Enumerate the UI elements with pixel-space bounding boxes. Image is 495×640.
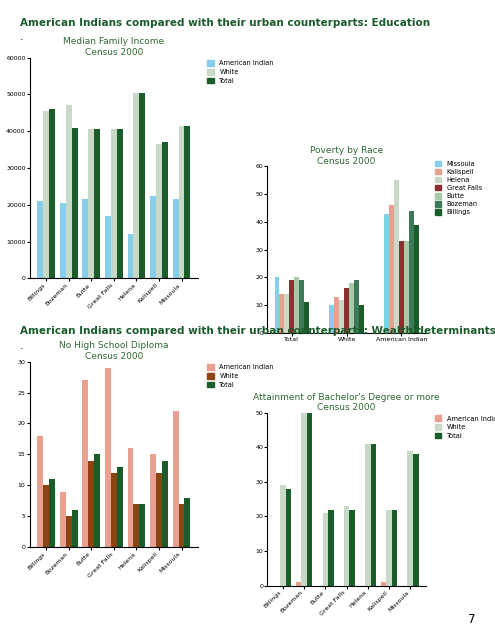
Bar [365, 444, 370, 586]
Bar [344, 289, 349, 333]
Bar [117, 129, 123, 278]
Bar [156, 144, 162, 278]
Bar [43, 111, 49, 278]
Legend: American Indian, White, Total: American Indian, White, Total [205, 58, 277, 86]
Bar [413, 454, 418, 586]
Bar [43, 485, 49, 547]
Bar [162, 461, 168, 547]
Text: 7: 7 [468, 613, 475, 626]
Bar [60, 492, 66, 547]
Bar [344, 506, 349, 586]
Bar [66, 516, 72, 547]
Bar [111, 473, 117, 547]
Bar [60, 203, 66, 278]
Bar [301, 413, 307, 586]
Bar [105, 368, 111, 547]
Bar [304, 302, 309, 333]
Bar [173, 411, 179, 547]
Bar [349, 283, 354, 333]
Bar [37, 201, 43, 278]
Bar [140, 504, 145, 547]
Bar [334, 297, 339, 333]
Legend: Missoula, Kalispell, Helena, Great Falls, Butte, Bozeman, Billings: Missoula, Kalispell, Helena, Great Falls… [432, 158, 485, 218]
Legend: American Indian, White, Total: American Indian, White, Total [205, 362, 277, 390]
Bar [394, 180, 399, 333]
Bar [111, 129, 117, 278]
Bar [88, 129, 94, 278]
Bar [150, 454, 156, 547]
Title: Poverty by Race
Census 2000: Poverty by Race Census 2000 [310, 146, 383, 166]
Bar [370, 444, 376, 586]
Bar [49, 479, 55, 547]
Title: Median Family Income
Census 2000: Median Family Income Census 2000 [63, 37, 164, 57]
Bar [94, 129, 100, 278]
Bar [134, 504, 140, 547]
Bar [329, 305, 334, 333]
Legend: American Indian, White, Total: American Indian, White, Total [432, 413, 495, 442]
Bar [66, 106, 72, 278]
Bar [117, 467, 123, 547]
Bar [359, 305, 364, 333]
Text: American Indians compared with their urban counterparts: Wealth determinants: American Indians compared with their urb… [20, 326, 495, 337]
Bar [72, 127, 78, 278]
Bar [389, 205, 394, 333]
Bar [275, 277, 280, 333]
Bar [386, 509, 392, 586]
Bar [185, 125, 191, 278]
Bar [105, 216, 111, 278]
Text: American Indians compared with their urban counterparts: Education: American Indians compared with their urb… [20, 18, 430, 28]
Bar [284, 294, 289, 333]
Bar [72, 510, 78, 547]
Bar [162, 142, 168, 278]
Bar [83, 380, 88, 547]
Text: ·: · [20, 344, 23, 355]
Bar [392, 509, 397, 586]
Bar [409, 211, 413, 333]
Bar [179, 504, 185, 547]
Bar [286, 489, 291, 586]
Title: No High School Diploma
Census 2000: No High School Diploma Census 2000 [59, 341, 169, 361]
Title: Attainment of Bachelor's Degree or more
Census 2000: Attainment of Bachelor's Degree or more … [253, 392, 440, 412]
Bar [150, 196, 156, 278]
Bar [94, 454, 100, 547]
Bar [381, 582, 386, 586]
Bar [294, 277, 299, 333]
Bar [280, 294, 284, 333]
Bar [307, 410, 312, 586]
Bar [128, 234, 134, 278]
Bar [280, 485, 286, 586]
Bar [88, 461, 94, 547]
Bar [407, 451, 413, 586]
Bar [83, 199, 88, 278]
Bar [354, 280, 359, 333]
Bar [49, 109, 55, 278]
Bar [140, 93, 145, 278]
Bar [349, 509, 355, 586]
Bar [156, 473, 162, 547]
Text: ·: · [20, 35, 23, 45]
Bar [296, 582, 301, 586]
Bar [289, 280, 294, 333]
Bar [128, 448, 134, 547]
Bar [134, 93, 140, 278]
Bar [299, 280, 304, 333]
Bar [328, 509, 334, 586]
Bar [179, 125, 185, 278]
Bar [37, 436, 43, 547]
Bar [185, 498, 191, 547]
Bar [413, 225, 418, 333]
Bar [323, 513, 328, 586]
Bar [404, 241, 409, 333]
Bar [399, 241, 404, 333]
Bar [339, 300, 344, 333]
Bar [173, 199, 179, 278]
Bar [384, 214, 389, 333]
